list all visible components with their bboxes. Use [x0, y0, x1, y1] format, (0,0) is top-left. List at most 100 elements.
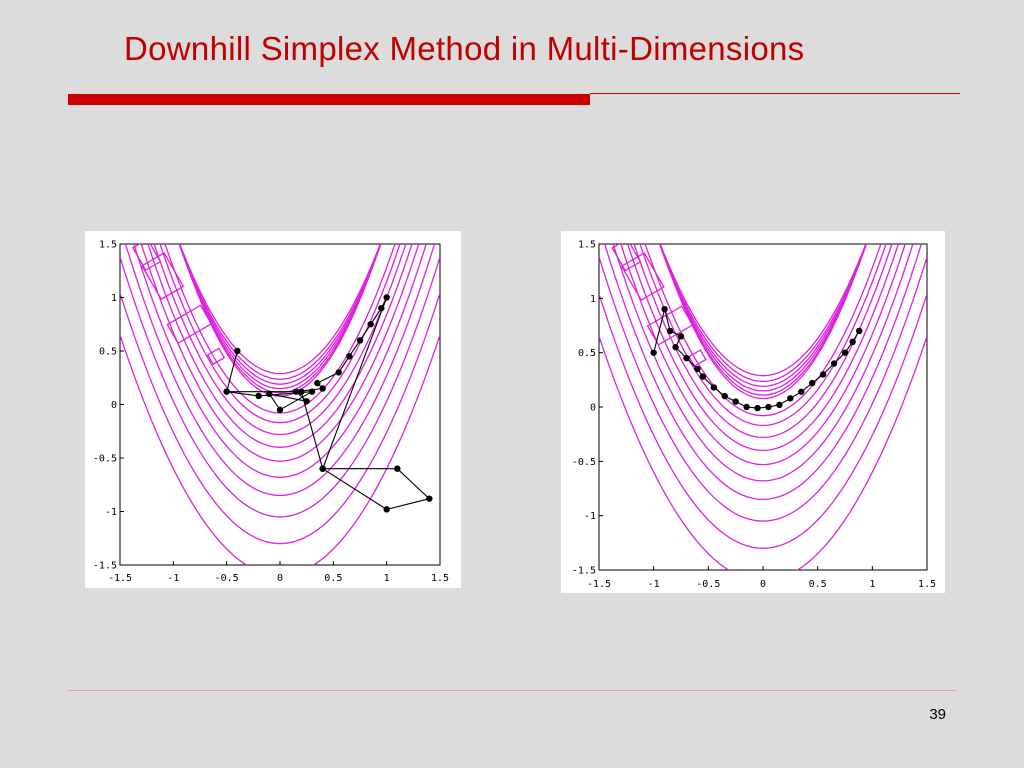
x-tick-label: 0 [277, 573, 283, 584]
contour-line [124, 244, 436, 497]
contour-line [620, 244, 906, 466]
contour-line [659, 244, 867, 400]
simplex-vertex [849, 338, 856, 345]
simplex-vertex [721, 392, 728, 400]
y-tick-label: -0.5 [572, 457, 596, 468]
simplex-vertex [754, 404, 761, 412]
contour-loop [206, 347, 226, 366]
contour-line [599, 336, 927, 570]
contour-loop [131, 244, 162, 271]
y-tick-label: -1.5 [93, 561, 117, 572]
simplex-vertex [234, 347, 241, 355]
contour-line [658, 244, 868, 392]
contour-plot-right-svg: -1.5 -1 -0.5 0 0.5 1 1.5 1.5 1 0.5 0 -0.5 -1 -1.5 [572, 240, 936, 591]
simplex-vertex [683, 354, 690, 362]
contour-line [178, 244, 382, 394]
y-tick-label: -1 [105, 507, 117, 518]
title-underline-rule [590, 93, 960, 94]
y-tick-label: 0 [111, 400, 117, 411]
simplex-vertex [314, 379, 321, 387]
x-tick-label: 0 [760, 579, 766, 590]
x-tick-label: -1 [167, 573, 179, 584]
contour-line [603, 244, 923, 501]
contour-line [639, 244, 887, 427]
contour-line [153, 244, 407, 436]
contour-line [164, 244, 396, 414]
simplex-vertex [367, 321, 374, 328]
simplex-vertex [819, 371, 827, 378]
simplex-vertex [383, 506, 390, 513]
simplex-vertex [292, 388, 300, 395]
contour-loop [646, 305, 694, 346]
simplex-vertex [394, 465, 401, 472]
x-tick-label: 0.5 [324, 573, 342, 584]
slide-title: Downhill Simplex Method in Multi-Dimensi… [124, 30, 805, 67]
contour-line [120, 334, 440, 565]
x-tick-label: 1.5 [431, 573, 449, 584]
x-tick-label: 1.5 [918, 579, 936, 590]
simplex-vertex [319, 385, 326, 392]
contour-plot-left: -1.5 -1 -0.5 0 0.5 1 1.5 1.5 1 0.5 0 -0.5 -1 -1.5 [85, 231, 461, 588]
simplex-vertex [346, 353, 353, 360]
y-tick-label: 1 [111, 293, 117, 304]
y-tick-label: -1.5 [572, 566, 596, 577]
contour-line [659, 244, 867, 396]
x-tick-label: -1.5 [587, 579, 611, 590]
contour-line [179, 244, 381, 375]
x-tick-label: -1.5 [108, 573, 132, 584]
simplex-vertex [765, 403, 772, 411]
simplex-vertex [809, 379, 816, 387]
simplex-vertex [743, 403, 750, 411]
contour-line [179, 244, 381, 397]
simplex-vertex [710, 384, 717, 391]
x-tick-label: 1 [869, 579, 875, 590]
contour-line [140, 244, 420, 462]
simplex-path [226, 297, 431, 510]
y-tick-label: 1.5 [578, 240, 596, 251]
x-tick-label: -0.5 [215, 573, 239, 584]
y-tick-label: 1.5 [99, 240, 117, 251]
contour-loop [611, 244, 642, 272]
contour-loop [688, 349, 707, 367]
y-tick-label: 0.5 [99, 347, 117, 358]
contour-line [599, 256, 927, 522]
contour-line [633, 244, 893, 439]
simplex-vertex [378, 305, 385, 312]
x-tick-label: -0.5 [696, 579, 720, 590]
simplex-vertex [255, 392, 262, 400]
simplex-vertex [276, 406, 284, 414]
y-tick-label: 0 [590, 403, 596, 414]
simplex-vertex [266, 390, 273, 397]
simplex-vertex [661, 306, 668, 313]
page-number: 39 [929, 706, 946, 723]
simplex-vertex [303, 398, 310, 405]
contour-line [659, 244, 867, 377]
simplex-vertex [335, 369, 342, 376]
contour-line [626, 244, 900, 452]
contour-loop [166, 304, 213, 345]
simplex-vertex [319, 465, 326, 472]
simplex-vertex [830, 360, 838, 367]
contour-lines [599, 244, 927, 570]
simplex-vertex [856, 327, 863, 335]
simplex-vertex [699, 373, 707, 380]
y-tick-label: 0.5 [578, 348, 596, 359]
simplex-vertex [666, 327, 674, 335]
contour-line [133, 244, 427, 478]
simplex-vertex [356, 337, 364, 344]
contour-plot-left-svg: -1.5 -1 -0.5 0 0.5 1 1.5 1.5 1 0.5 0 -0.5 -1 -1.5 [93, 240, 449, 585]
simplex-vertex [798, 388, 805, 395]
simplex-vertex [650, 349, 657, 356]
x-tick-label: -1 [648, 579, 660, 590]
contour-line [147, 244, 413, 448]
footer-rule [68, 690, 956, 691]
simplex-vertex [223, 388, 230, 395]
title-underline-bar [68, 94, 590, 105]
y-tick-label: 1 [590, 294, 596, 305]
x-tick-label: 0.5 [809, 579, 827, 590]
simplex-vertex [787, 395, 794, 402]
simplex-vertex [776, 401, 783, 409]
contour-line [120, 293, 440, 545]
simplex-vertex [426, 495, 433, 502]
contour-lines [120, 244, 440, 565]
